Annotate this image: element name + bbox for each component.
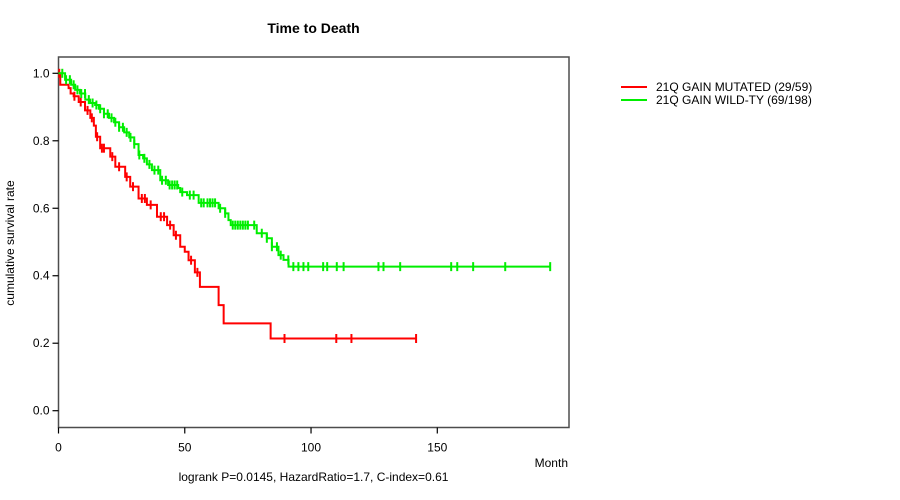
y-tick-label: 1.0 [33, 66, 50, 80]
legend: 21Q GAIN MUTATED (29/59) 21Q GAIN WILD-T… [621, 80, 812, 107]
plot-box [57, 56, 570, 429]
y-tick-label: 0.8 [33, 134, 50, 148]
y-tick-label: 0.6 [33, 201, 50, 215]
legend-line-mutated-icon [621, 85, 647, 88]
survival-curve-wildtype [58, 72, 551, 268]
x-tick-label: 50 [178, 441, 192, 455]
y-tick-label: 0.2 [33, 336, 50, 350]
x-tick-label: 100 [301, 441, 321, 455]
x-axis-label: Month [534, 456, 568, 470]
survival-curve-mutated [58, 72, 417, 340]
stats-caption: logrank P=0.0145, HazardRatio=1.7, C-ind… [178, 470, 449, 484]
y-tick-label: 0.4 [33, 269, 50, 283]
legend-label-wildtype: 21Q GAIN WILD-TY (69/198) [656, 93, 812, 108]
x-tick-label: 150 [427, 441, 447, 455]
legend-item-wildtype: 21Q GAIN WILD-TY (69/198) [621, 93, 812, 108]
chart-title: Time to Death [267, 20, 360, 36]
legend-item-mutated: 21Q GAIN MUTATED (29/59) [621, 80, 812, 94]
y-tick-label: 0.0 [33, 404, 50, 418]
legend-label-mutated: 21Q GAIN MUTATED (29/59) [656, 79, 813, 94]
x-tick-label: 0 [55, 441, 62, 455]
legend-line-wildtype-icon [621, 99, 647, 102]
